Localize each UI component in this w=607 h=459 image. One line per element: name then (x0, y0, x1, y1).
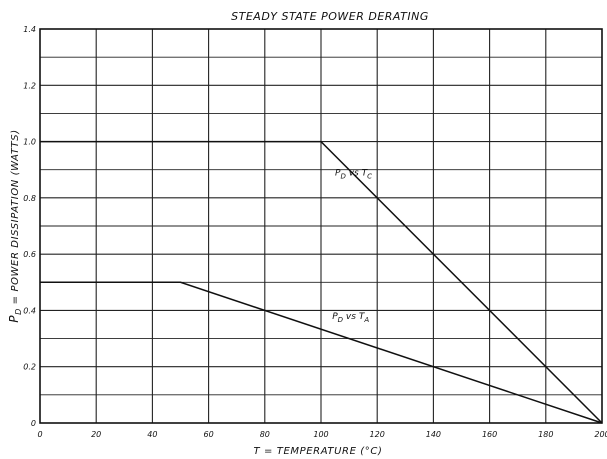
y-axis-title-subscript: D (14, 308, 23, 315)
x-axis-title: T = TEMPERATURE (°C) (254, 446, 383, 457)
x-tick-label: 140 (426, 430, 441, 439)
x-tick-label: 120 (370, 430, 385, 439)
plot-frame (39, 28, 603, 424)
series-group (40, 140, 603, 424)
y-tick-label: 1.0 (23, 138, 36, 147)
series-line-2 (40, 281, 603, 424)
x-tick-label: 80 (260, 430, 270, 439)
series-labels: PD vs TC PD vs TA (332, 168, 372, 324)
grid (40, 29, 602, 423)
x-tick-label: 100 (313, 430, 328, 439)
x-tick-label: 20 (91, 430, 101, 439)
chart-title: STEADY STATE POWER DERATING (231, 10, 429, 23)
y-tick-label: 0.8 (23, 194, 36, 203)
x-tick-label: 180 (538, 430, 553, 439)
y-tick-label: 1.2 (23, 81, 36, 90)
x-tick-label: 60 (204, 430, 214, 439)
series-label-2: PD vs TA (332, 312, 369, 324)
y-tick-label: 0.2 (23, 363, 36, 372)
y-tick-labels: 0 0.2 0.4 0.6 0.8 1.0 1.2 1.4 (23, 25, 36, 428)
x-tick-labels: 0 20 40 60 80 100 120 140 160 180 200 (37, 430, 607, 439)
x-tick-label: 0 (37, 430, 42, 439)
x-tick-label: 200 (594, 430, 607, 439)
x-tick-label: 40 (147, 430, 157, 439)
x-tick-label: 160 (482, 430, 497, 439)
y-tick-label: 0.6 (23, 250, 36, 259)
y-axis-title-symbol: P (7, 315, 21, 323)
y-tick-label: 0.4 (23, 306, 36, 315)
series-label-1: PD vs TC (335, 168, 372, 180)
y-axis-title: PD = POWER DISSIPATION (WATTS) (7, 129, 23, 322)
y-tick-label: 1.4 (23, 25, 36, 34)
y-tick-label: 0 (31, 419, 36, 428)
y-axis-title-text: = POWER DISSIPATION (WATTS) (10, 129, 21, 308)
series-line-1 (40, 140, 603, 424)
